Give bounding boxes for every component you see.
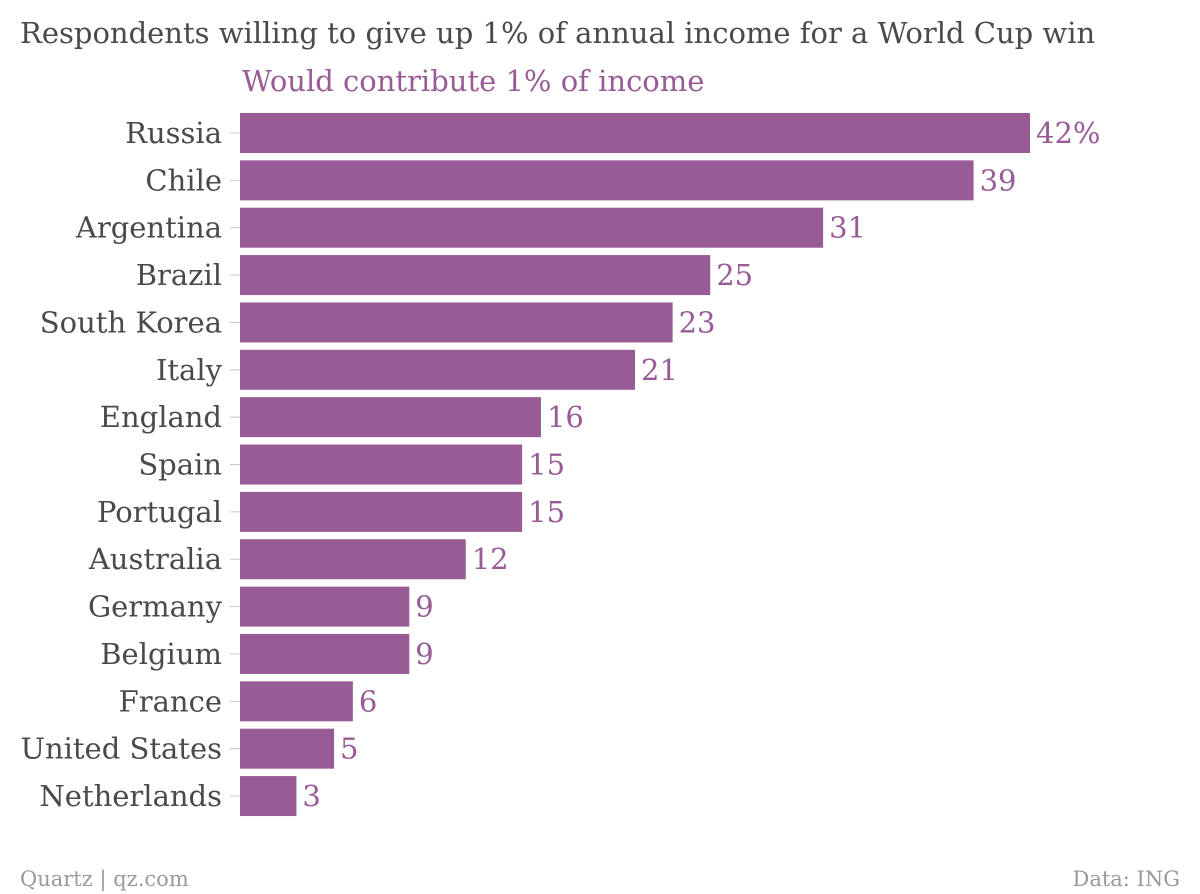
bar-france xyxy=(240,681,353,722)
bar-united-states xyxy=(240,728,335,769)
bars-group xyxy=(240,113,1030,817)
category-label: South Korea xyxy=(40,305,222,339)
bar-netherlands xyxy=(240,776,297,817)
footer-source-right: Data: ING xyxy=(1072,867,1180,891)
category-label: Brazil xyxy=(136,258,222,292)
category-label: Spain xyxy=(138,448,222,482)
chart-title: Respondents willing to give up 1% of ann… xyxy=(20,16,1095,50)
category-label: England xyxy=(100,400,222,434)
bar-south-korea xyxy=(240,302,673,343)
value-label: 21 xyxy=(641,353,678,387)
category-label: France xyxy=(119,684,222,718)
category-label: Italy xyxy=(156,353,223,387)
series-label: Would contribute 1% of income xyxy=(242,64,704,98)
value-label: 25 xyxy=(716,258,753,292)
category-label: United States xyxy=(21,732,223,766)
bar-argentina xyxy=(240,207,824,248)
value-label: 6 xyxy=(359,684,377,718)
value-label: 9 xyxy=(415,637,433,671)
y-axis xyxy=(230,132,240,797)
value-label: 39 xyxy=(980,163,1017,197)
value-label: 9 xyxy=(415,590,433,624)
category-label: Australia xyxy=(88,542,222,576)
bar-italy xyxy=(240,349,635,390)
bar-australia xyxy=(240,539,466,580)
value-label: 23 xyxy=(679,305,716,339)
bar-brazil xyxy=(240,255,711,296)
category-label: Netherlands xyxy=(39,779,222,813)
bar-belgium xyxy=(240,633,410,674)
value-label: 3 xyxy=(302,779,320,813)
value-label: 12 xyxy=(472,542,509,576)
value-label: 42% xyxy=(1036,116,1100,150)
category-label: Argentina xyxy=(75,211,222,245)
value-label: 31 xyxy=(829,211,866,245)
category-label: Chile xyxy=(145,163,222,197)
value-label: 15 xyxy=(528,495,565,529)
bar-england xyxy=(240,397,541,438)
bar-russia xyxy=(240,113,1030,153)
value-label: 16 xyxy=(547,400,584,434)
bar-germany xyxy=(240,586,410,627)
category-label: Portugal xyxy=(97,495,222,529)
value-label: 15 xyxy=(528,448,565,482)
category-label: Russia xyxy=(125,116,222,150)
category-label: Belgium xyxy=(100,637,222,671)
bar-portugal xyxy=(240,491,523,532)
category-labels: Russia Chile Argentina Brazil South Korea Ita… xyxy=(21,116,223,813)
bar-chile xyxy=(240,160,974,201)
footer-source-left: Quartz | qz.com xyxy=(20,867,189,892)
category-label: Germany xyxy=(88,590,223,624)
bar-spain xyxy=(240,444,523,485)
value-label: 5 xyxy=(340,732,358,766)
